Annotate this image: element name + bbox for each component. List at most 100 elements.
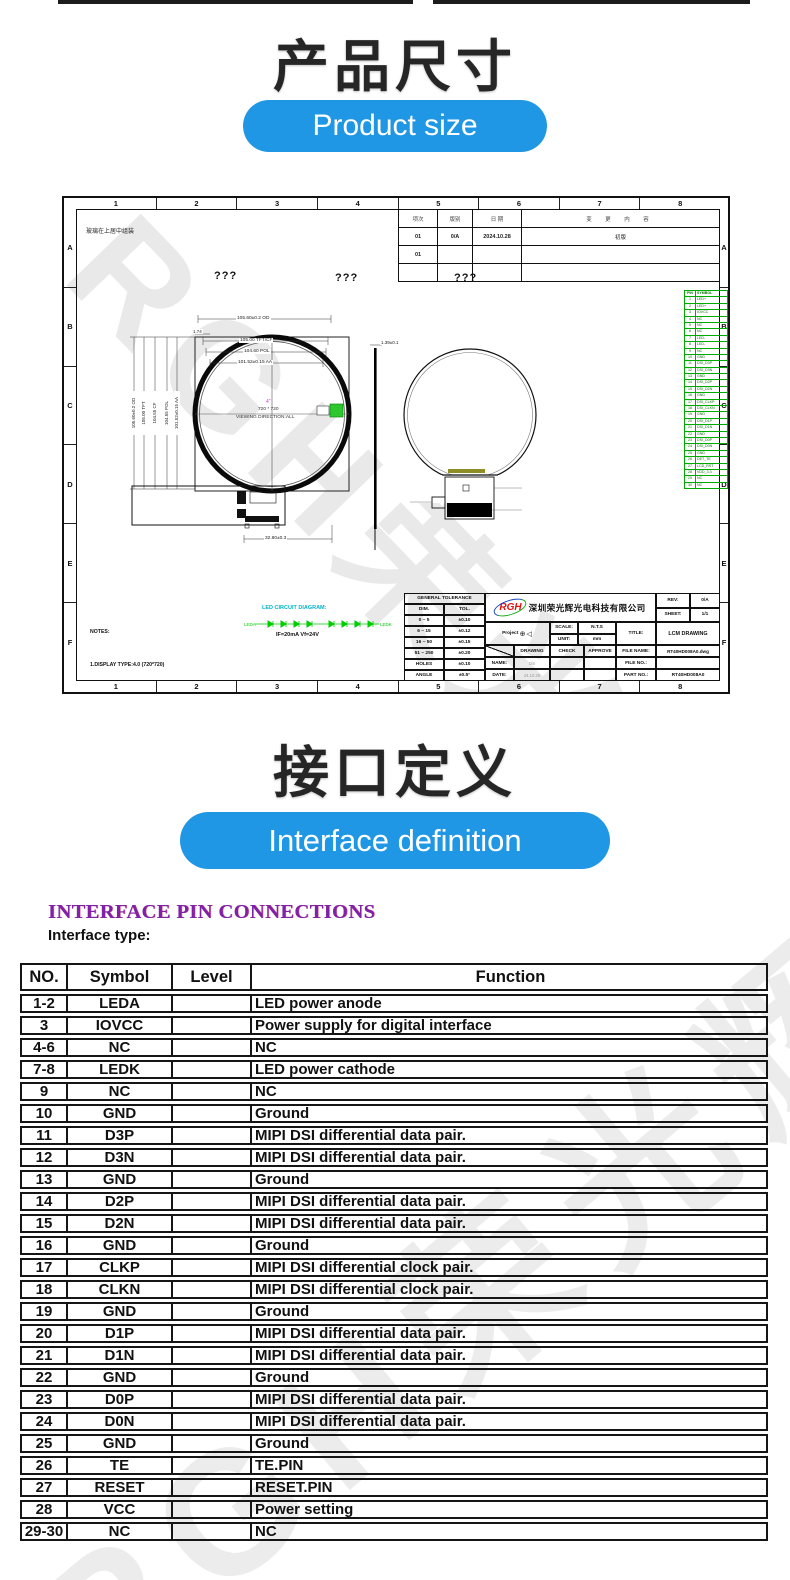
name-value: Din <box>514 657 550 669</box>
first-angle-projection-icon: ⊕◁ <box>519 630 533 638</box>
pin-no-cell: 14 <box>20 1192 68 1211</box>
zone-number: 3 <box>237 198 318 209</box>
product-size-badge: Product size <box>243 100 547 152</box>
interface-table-header-row: NO. Symbol Level Function <box>20 963 768 991</box>
pin-level-cell <box>173 1236 252 1255</box>
pin-function-cell: MIPI DSI differential data pair. <box>252 1412 768 1431</box>
zone-letter: A <box>64 209 76 288</box>
pin-function-cell: Ground <box>252 1104 768 1123</box>
pin-row: 1 LED+ <box>685 296 727 303</box>
zone-number: 8 <box>678 682 683 691</box>
zone-letter: B <box>64 288 76 367</box>
interface-table-row: 27 RESET RESET.PIN <box>20 1478 768 1497</box>
interface-table-row: 17 CLKP MIPI DSI differential clock pair… <box>20 1258 768 1277</box>
pin-level-cell <box>173 994 252 1013</box>
zone-letter: F <box>67 637 73 647</box>
pin-symbol-cell: D3N <box>68 1148 173 1167</box>
zone-letter: F <box>721 637 727 647</box>
view-mark-front: ??? <box>214 270 238 282</box>
revision-version: 0/A <box>437 227 473 246</box>
diagonal-cell <box>485 645 514 657</box>
pin-function-cell: MIPI DSI differential data pair. <box>252 1390 768 1409</box>
zone-number: 4 <box>318 198 399 209</box>
pin-function-cell: RESET.PIN <box>252 1478 768 1497</box>
interface-table-row: 20 D1P MIPI DSI differential data pair. <box>20 1324 768 1343</box>
pin-row: 5 NC <box>685 321 727 329</box>
pin-function-cell: MIPI DSI differential data pair. <box>252 1126 768 1145</box>
tolerance-row: HOLES ±0.10 <box>404 659 485 670</box>
view-mark-side: ??? <box>335 272 359 284</box>
company-name: 深圳荣光辉光电科技有限公司 <box>528 602 646 613</box>
pin-symbol-cell: D2N <box>68 1214 173 1233</box>
pin-no-cell: 20 <box>20 1324 68 1343</box>
unit-value: mm <box>578 633 616 645</box>
pin-no-cell: 11 <box>20 1126 68 1145</box>
pin-row: 11 DSI_D3P <box>685 360 727 367</box>
interface-table-row: 12 D3N MIPI DSI differential data pair. <box>20 1148 768 1167</box>
zone-letter: E <box>720 524 728 604</box>
pin-row: 7 LED- <box>685 334 727 342</box>
interface-table-row: 24 D0N MIPI DSI differential data pair. <box>20 1412 768 1431</box>
interface-table-row: 23 D0P MIPI DSI differential data pair. <box>20 1390 768 1409</box>
side-view-profile <box>374 348 377 529</box>
pin-symbol-cell: D1P <box>68 1324 173 1343</box>
pin-level-cell <box>173 1258 252 1277</box>
pin-function-cell: MIPI DSI differential data pair. <box>252 1346 768 1365</box>
pin-symbol-cell: GND <box>68 1236 173 1255</box>
interface-table-row: 25 GND Ground <box>20 1434 768 1453</box>
pin-symbol-cell: LEDA <box>68 994 173 1013</box>
led-diagram-title: LED CIRCUIT DIAGRAM: <box>262 605 327 611</box>
tolerance-tol-header: TOL. <box>444 604 485 615</box>
pin-level-cell <box>173 1148 252 1167</box>
tolerance-row: 51 ~ 250 ±0.20 <box>404 648 485 659</box>
pin-no-cell: 27 <box>20 1478 68 1497</box>
dim-tft-cf: 105.00 TFT/CF <box>239 338 274 343</box>
pin-row: 9 NC <box>685 347 727 354</box>
pin-function-cell: MIPI DSI differential data pair. <box>252 1324 768 1343</box>
interface-table-row: 26 TE TE.PIN <box>20 1456 768 1475</box>
filename-label: FILE NAME: <box>616 645 656 657</box>
pin-no-cell: 18 <box>20 1280 68 1299</box>
pin-row: 19 GND <box>685 411 727 418</box>
led-anode-label: LEDA <box>244 622 256 627</box>
check-label: CHECK <box>550 645 584 657</box>
pin-function-cell: Ground <box>252 1302 768 1321</box>
dim-left-tft: 105.00 TFT <box>141 391 147 435</box>
dim-od: 105.60±0.2 OD <box>236 316 271 321</box>
pin-function-cell: Power supply for digital interface <box>252 1016 768 1035</box>
pin-level-cell <box>173 1324 252 1343</box>
interface-table-row: 15 D2N MIPI DSI differential data pair. <box>20 1214 768 1233</box>
interface-table-row: 7-8 LEDK LED power cathode <box>20 1060 768 1079</box>
pin-row: 25 GND <box>685 449 727 457</box>
company-logo-cell: RGH 深圳荣光辉光电科技有限公司 <box>485 593 656 622</box>
pin-level-cell <box>173 1104 252 1123</box>
pin-row: 3 IOVCC <box>685 309 727 316</box>
interface-table-row: 16 GND Ground <box>20 1236 768 1255</box>
name-label: NAME: <box>485 657 514 669</box>
pin-level-cell <box>173 1522 252 1541</box>
pin-row: 12 DSI_D3N <box>685 366 727 374</box>
revision-item: 01 <box>398 227 438 246</box>
zone-letter: E <box>64 524 76 604</box>
pin-symbol-cell: CLKN <box>68 1280 173 1299</box>
pin-symbol-cell: RESET <box>68 1478 173 1497</box>
pin-symbol-cell: GND <box>68 1170 173 1189</box>
pin-row: 14 DSI_D2P <box>685 379 727 386</box>
led-diagram: LEDA LEDK <box>244 617 394 635</box>
pin-row: 24 DSI_D0N <box>685 443 727 450</box>
section-title-product-size-cn: 产品尺寸 <box>273 35 517 98</box>
interface-table-row: 19 GND Ground <box>20 1302 768 1321</box>
pin-row: 23 DSI_D0P <box>685 436 727 444</box>
note-line: NOTES: <box>90 629 110 636</box>
interface-table-row: 3 IOVCC Power supply for digital interfa… <box>20 1016 768 1035</box>
interface-table-row: 10 GND Ground <box>20 1104 768 1123</box>
pin-symbol-cell: NC <box>68 1522 173 1541</box>
pin-row: 18 DSI_CLKN <box>685 405 727 412</box>
interface-definition-badge: Interface definition <box>180 812 610 869</box>
zone-number: 8 <box>678 199 683 208</box>
approve-label: APPROVE <box>584 645 616 657</box>
interface-table-row: 29-30 NC NC <box>20 1522 768 1541</box>
zone-letter: C <box>64 367 76 446</box>
